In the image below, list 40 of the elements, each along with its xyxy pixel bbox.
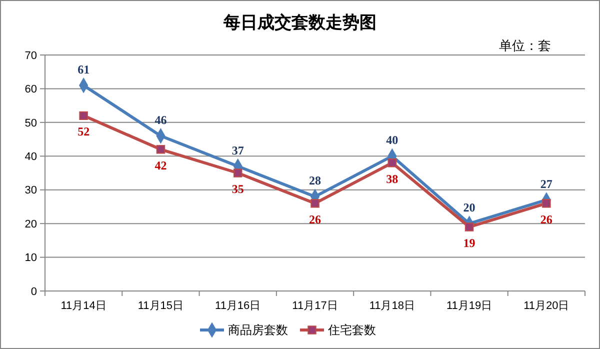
data-label: 19 [463, 236, 476, 250]
data-label: 38 [386, 172, 398, 186]
data-label: 61 [78, 62, 90, 76]
x-tick-label: 11月17日 [292, 300, 338, 312]
data-label: 37 [232, 143, 244, 158]
data-label: 42 [154, 158, 167, 172]
point [79, 111, 88, 120]
point [156, 145, 166, 154]
y-tick-label: 40 [24, 150, 37, 163]
point [464, 222, 474, 232]
text: 单位：套 [499, 39, 551, 54]
y-tick-label: 50 [24, 117, 37, 130]
data-label: 46 [154, 112, 167, 127]
point [310, 198, 320, 208]
data-label: 26 [309, 212, 321, 226]
data-label: 28 [309, 174, 321, 188]
x-tick-label: 11月20日 [524, 300, 570, 312]
chart-title: 每日成交套数走势图 [222, 13, 376, 33]
legend-label: 商品房套数 [228, 323, 288, 338]
legend-label: 住宅套数 [327, 323, 376, 338]
x-tick-label: 11月16日 [215, 300, 261, 312]
y-tick-label: 70 [24, 50, 37, 62]
y-tick-label: 10 [24, 252, 37, 264]
y-tick-label: 20 [24, 218, 37, 230]
data-label: 52 [78, 124, 90, 139]
y-tick-label: 0 [30, 286, 37, 298]
data-label: 26 [540, 212, 552, 226]
data-label: 20 [463, 200, 476, 215]
data-label: 40 [386, 133, 398, 148]
y-tick-label: 30 [24, 184, 37, 197]
point [388, 158, 397, 168]
x-tick-label: 11月19日 [446, 300, 492, 312]
x-tick-label: 11月18日 [369, 300, 415, 312]
x-tick-label: 11月14日 [60, 300, 106, 312]
x-tick-label: 11月15日 [138, 300, 184, 312]
data-label: 27 [540, 176, 552, 191]
point [233, 168, 242, 178]
y-tick-label: 60 [24, 84, 37, 96]
point [542, 198, 551, 208]
data-label: 35 [232, 182, 244, 196]
